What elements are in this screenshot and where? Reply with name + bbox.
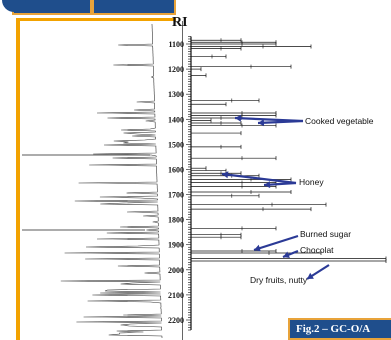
- annotation-arrow: [257, 119, 304, 125]
- ri-tick-label: 1400: [168, 115, 184, 124]
- annotation-label: Dry fruits, nutty: [250, 275, 308, 285]
- annotation-arrowhead: [307, 272, 314, 279]
- tab-right[interactable]: [92, 0, 176, 15]
- ri-tick-label: 1200: [168, 65, 184, 74]
- orange-border-top: [16, 18, 176, 21]
- ri-tick-label: 2100: [168, 291, 184, 300]
- figure-caption: Fig.2 – GC-O/A: [296, 323, 371, 335]
- annotation-label: Chocolat: [300, 245, 334, 255]
- chromatogram-panel: [20, 21, 183, 340]
- annotation-label: Burned sugar: [300, 229, 352, 239]
- ri-tick-label: 2200: [168, 316, 184, 325]
- tab-corner-decoration: [2, 0, 26, 12]
- annotation-arrowhead: [264, 181, 271, 189]
- annotation-arrowhead: [254, 244, 261, 252]
- orange-border-left: [16, 18, 20, 340]
- annotation-arrowhead: [235, 114, 242, 122]
- ri-tick-label: 1900: [168, 241, 184, 250]
- ri-axis-label: RI: [172, 15, 188, 30]
- annotation-arrow: [221, 172, 297, 185]
- annotation-arrow: [253, 234, 299, 252]
- ri-tick-label: 1600: [168, 165, 184, 174]
- tab-left[interactable]: [2, 0, 92, 15]
- tab-bar: [0, 0, 391, 18]
- annotation-label: Cooked vegetable: [305, 116, 374, 126]
- figure-caption-box: Fig.2 – GC-O/A: [288, 318, 391, 340]
- annotation-arrowhead: [222, 171, 229, 179]
- chromatogram-trace: [60, 24, 163, 338]
- ri-tick-label: 1100: [168, 40, 184, 49]
- ri-tick-label: 1500: [168, 140, 184, 149]
- ri-tick-label: 2000: [168, 266, 184, 275]
- ri-tick-label: 1300: [168, 90, 184, 99]
- annotation-label: Honey: [299, 177, 324, 187]
- annotation-arrowhead: [283, 251, 290, 258]
- annotation-arrowhead: [258, 119, 265, 127]
- ri-tick-label: 1700: [168, 191, 184, 200]
- ri-tick-label: 1800: [168, 216, 184, 225]
